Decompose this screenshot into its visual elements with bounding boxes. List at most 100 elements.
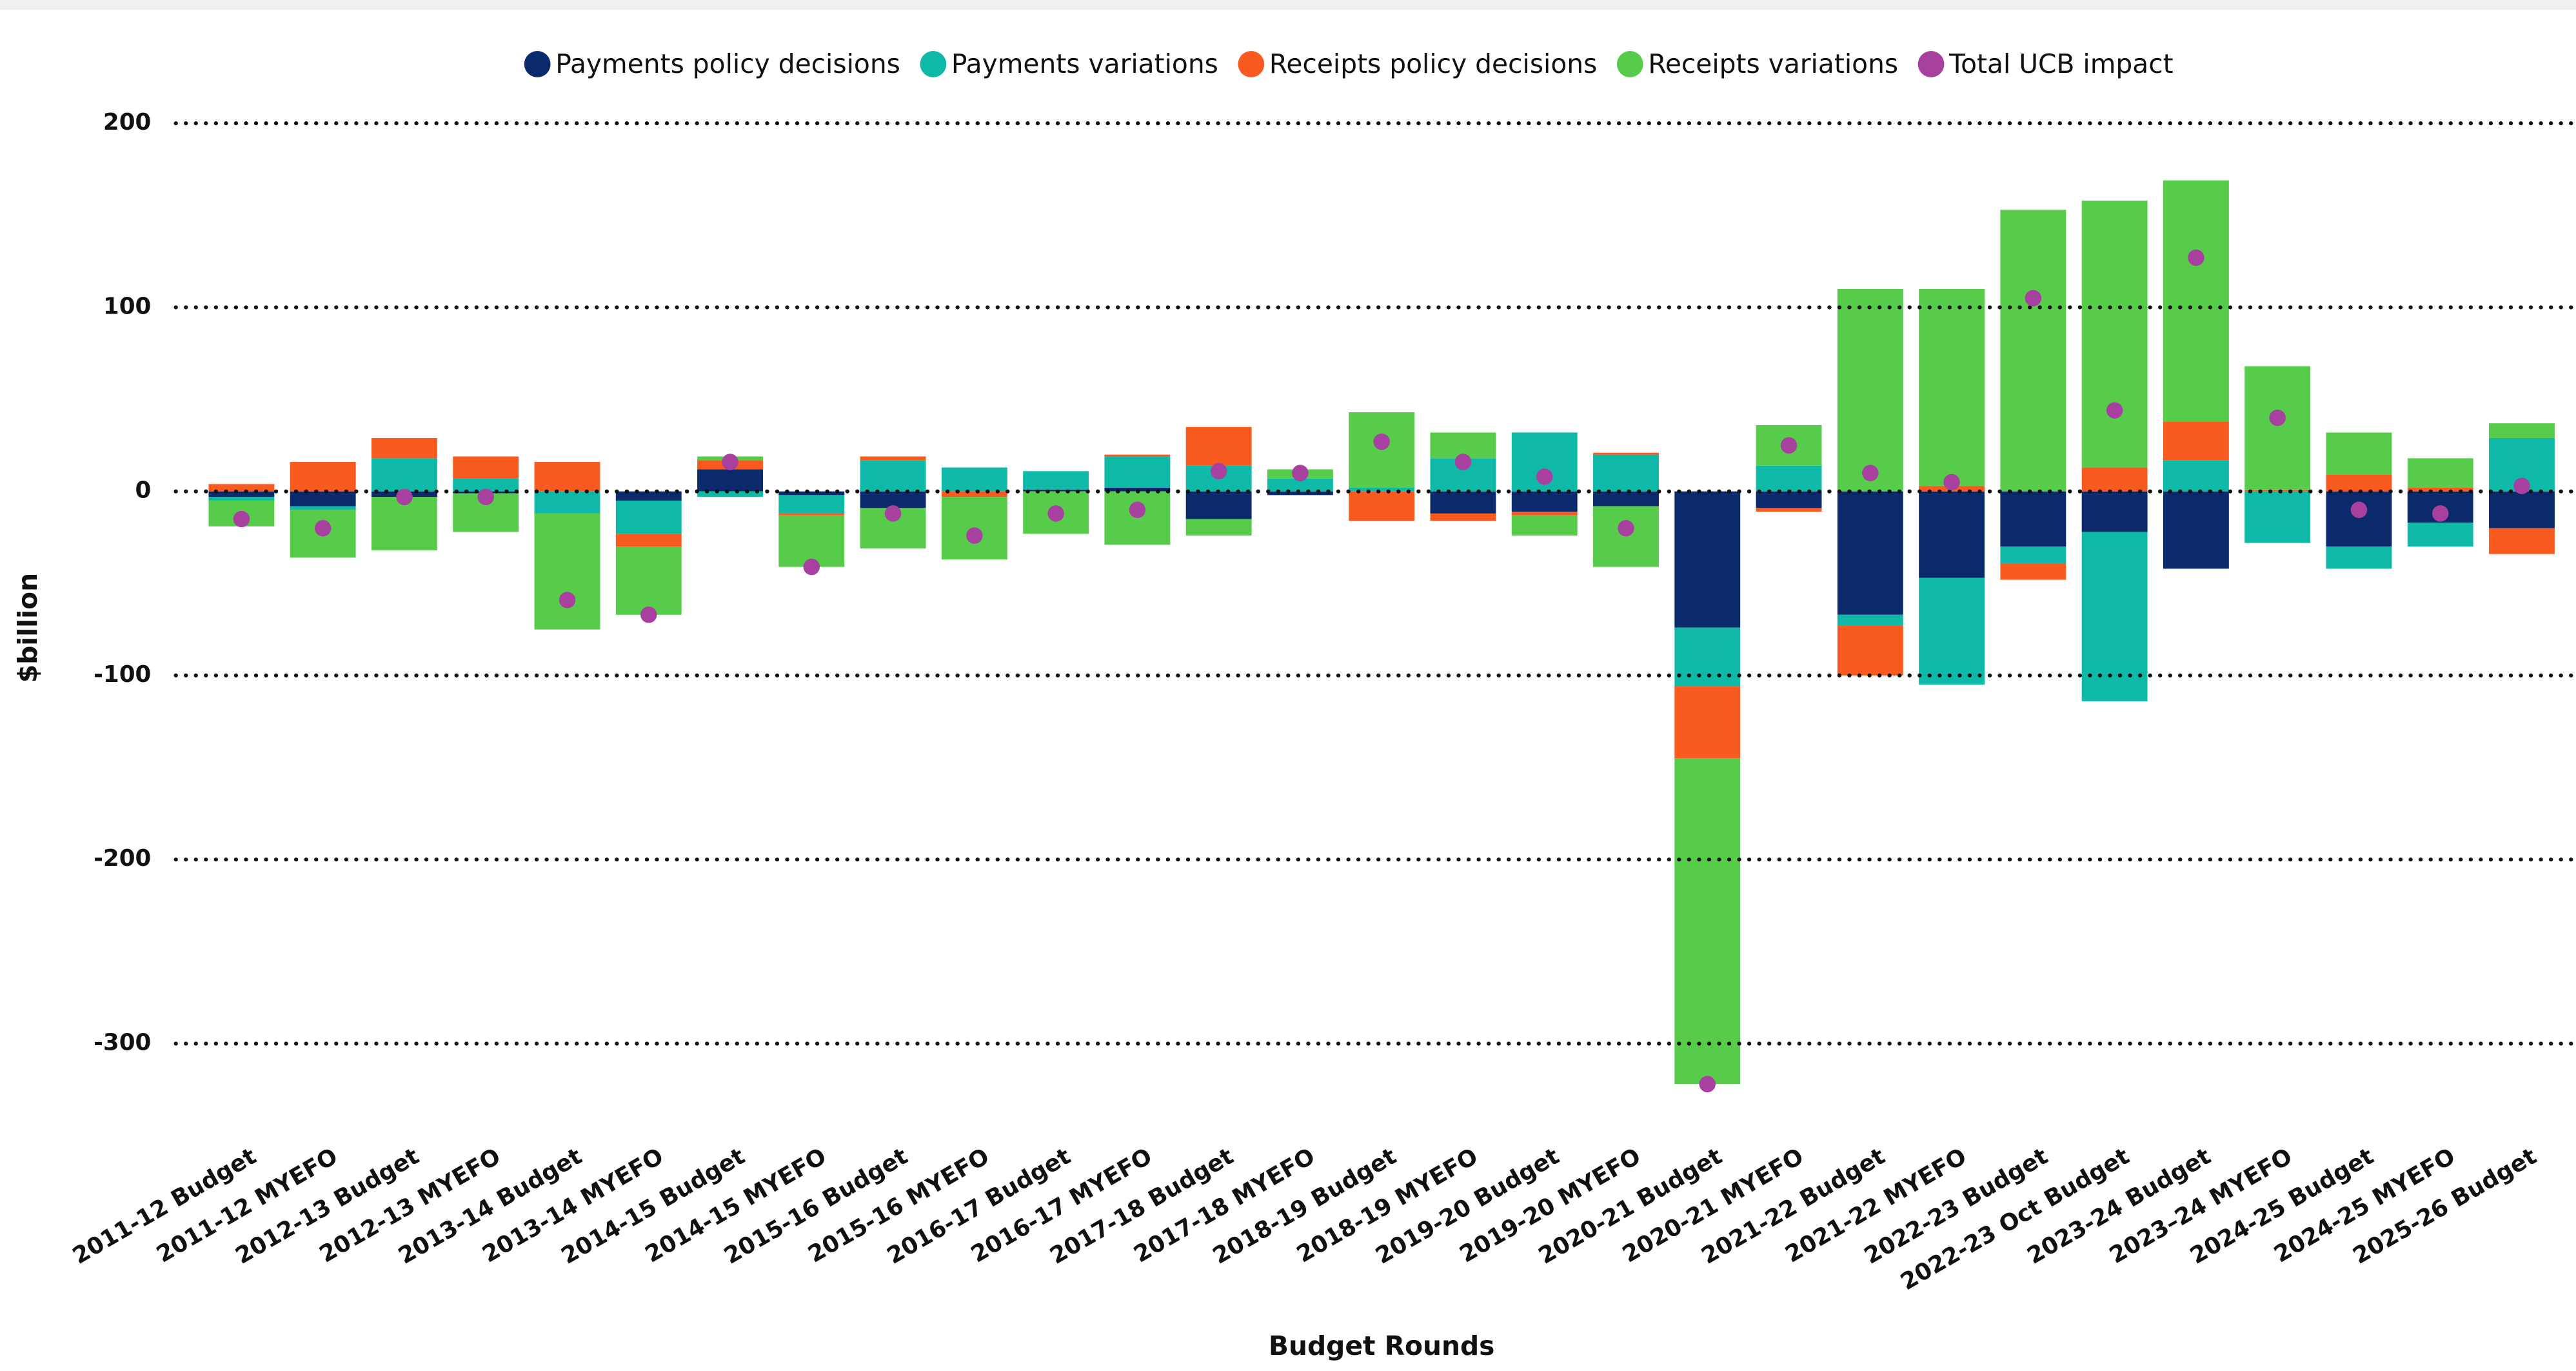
bar-segment (1349, 491, 1415, 521)
bar-segment (1267, 478, 1333, 492)
total-point (884, 505, 902, 522)
y-tick-label: 0 (135, 477, 152, 504)
bar-segment (2163, 491, 2229, 569)
bar-segment (1349, 487, 1415, 492)
bar-segment (1837, 491, 1903, 615)
total-point (1210, 463, 1227, 480)
total-point (1943, 474, 1960, 491)
bar-segment (2081, 467, 2148, 492)
top-border (0, 0, 2576, 10)
bar-segment (290, 491, 356, 506)
bar-segment (1430, 513, 1496, 521)
legend: Payments policy decisions Payments variat… (524, 48, 2174, 79)
bar-segment (2163, 180, 2229, 422)
bar-segment (697, 491, 763, 497)
total-point (396, 488, 413, 505)
bar-segment (1104, 454, 1171, 457)
bar-segment (453, 478, 519, 492)
bar-segment (2081, 491, 2148, 532)
bar-segment (1185, 519, 1252, 536)
y-tick-label: -200 (94, 845, 151, 872)
bar-segment (1511, 512, 1578, 515)
bar-segment (2000, 546, 2066, 563)
bar-segment (371, 458, 437, 492)
bar-segment (371, 437, 437, 459)
y-tick-label: 100 (103, 293, 151, 319)
total-point (803, 558, 820, 575)
total-point (314, 519, 332, 537)
bar-segment (2489, 491, 2555, 528)
bar-segment (778, 515, 845, 567)
bar-segment (2163, 421, 2229, 461)
bar-segment (534, 491, 600, 514)
bar-segment (1104, 491, 1171, 545)
bar-segment (453, 456, 519, 479)
bar-segment (1674, 491, 1741, 628)
total-point (2025, 290, 2042, 306)
bar-segment (290, 462, 356, 492)
total-point (640, 606, 657, 623)
bar-segment (1593, 506, 1659, 567)
bar-segment (2489, 528, 2555, 554)
bar-segment (2081, 200, 2148, 468)
total-point (2350, 501, 2368, 518)
total-point (477, 488, 494, 505)
total-point (1373, 433, 1390, 450)
bar-segment (778, 491, 845, 495)
bar-segment (2326, 546, 2392, 569)
bar-segment (1837, 625, 1903, 675)
total-point (1780, 437, 1798, 454)
total-point (2188, 249, 2204, 266)
bar-segment (778, 495, 845, 514)
bar-segment (2000, 210, 2066, 492)
legend-marker (524, 51, 551, 77)
total-point (1047, 505, 1064, 522)
bar-segment (1674, 627, 1741, 687)
bar-segment (1593, 452, 1659, 455)
bar-segment (860, 491, 926, 508)
bar-segment (697, 469, 763, 492)
bar-segment (2326, 475, 2392, 492)
bar-segment (1267, 491, 1333, 495)
bar-segment (2244, 366, 2311, 490)
bar-segment (2326, 491, 2392, 547)
bar-segment (2081, 532, 2148, 701)
bar-segment (941, 491, 1007, 497)
bar-segment (1919, 491, 1985, 578)
legend-label: Total UCB impact (1948, 48, 2174, 79)
bar-segment (1837, 614, 1903, 626)
bar-segment (1023, 471, 1089, 490)
bar-segment (1023, 489, 1089, 492)
bar-segment (615, 534, 682, 547)
total-point (1536, 468, 1553, 485)
bar-segment (2407, 458, 2473, 488)
bar-segment (208, 484, 275, 492)
legend-label: Receipts variations (1648, 48, 1898, 79)
total-point (233, 510, 250, 528)
legend-marker (920, 51, 947, 77)
x-axis-title: Budget Rounds (1269, 1330, 1495, 1361)
bar-segment (534, 462, 600, 492)
legend-marker (1917, 51, 1945, 77)
total-point (559, 592, 576, 608)
total-point (2269, 409, 2286, 426)
legend-marker (1238, 51, 1265, 77)
legend-label: Payments variations (951, 48, 1218, 79)
bar-segment (615, 546, 682, 615)
bar-segment (2244, 491, 2311, 543)
bar-segment (208, 497, 275, 501)
bar-segment (1756, 508, 1822, 512)
bar-segment (1185, 491, 1252, 519)
bar-segment (1756, 465, 1822, 492)
bar-segment (1349, 412, 1415, 488)
bar-segment (615, 500, 682, 534)
total-point (1618, 519, 1634, 537)
bar-segment (1430, 491, 1496, 514)
total-point (1129, 501, 1146, 518)
bar-segment (1919, 577, 1985, 685)
bar-segment (371, 497, 437, 550)
bar-segment (208, 491, 275, 497)
bar-segment (1104, 456, 1171, 488)
bar-segment (941, 467, 1007, 492)
